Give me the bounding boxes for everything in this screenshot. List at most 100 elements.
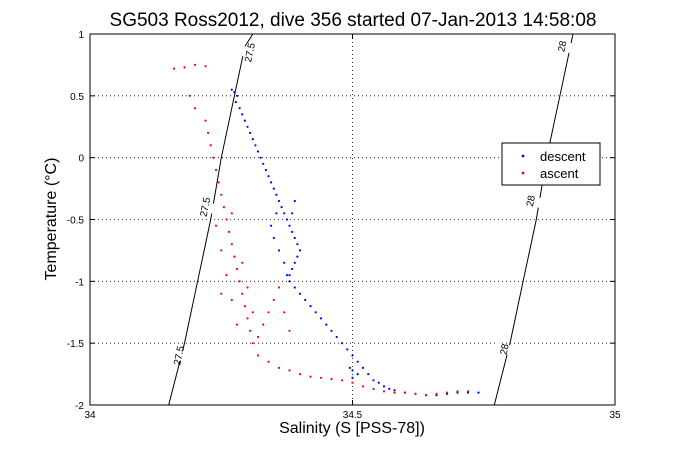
- descent-point: [275, 193, 278, 196]
- descent-point: [477, 391, 480, 394]
- ascent-point: [238, 280, 241, 283]
- descent-point: [267, 175, 270, 178]
- descent-point: [270, 181, 273, 184]
- ascent-point: [235, 323, 239, 326]
- ascent-point: [225, 218, 228, 221]
- ascent-point: [193, 63, 197, 66]
- ascent-point: [372, 387, 375, 390]
- isopycnal-label: 27.5: [199, 196, 214, 218]
- isopycnal-label: 28: [556, 39, 569, 53]
- ascent-point: [414, 392, 417, 395]
- ascent-point: [361, 385, 365, 388]
- ascent-point: [183, 66, 186, 69]
- ascent-point: [456, 390, 459, 393]
- descent-point: [361, 366, 365, 369]
- descent-point: [277, 199, 281, 203]
- descent-point: [293, 261, 296, 264]
- x-tick-label: 35: [609, 410, 621, 421]
- descent-point: [388, 387, 391, 390]
- descent-point: [235, 94, 239, 97]
- descent-point: [304, 298, 307, 301]
- ascent-point: [188, 94, 191, 97]
- y-tick-label: -2: [75, 401, 84, 412]
- y-tick-label: 0.5: [70, 92, 84, 103]
- isopycnal-label-bg: [193, 199, 218, 215]
- y-tick-label: -1.5: [67, 339, 85, 350]
- descent-point: [270, 224, 273, 227]
- descent-point: [251, 138, 254, 141]
- ascent-point: [222, 206, 225, 209]
- ascent-point: [288, 369, 291, 372]
- ascent-point: [241, 261, 244, 264]
- ascent-point: [230, 298, 233, 301]
- descent-point: [330, 329, 333, 332]
- ascent-point: [382, 390, 386, 393]
- descent-point: [288, 274, 291, 277]
- ascent-point: [267, 311, 270, 314]
- descent-point: [351, 369, 354, 372]
- legend-label-ascent: ascent: [540, 166, 579, 181]
- ascent-point: [243, 305, 246, 308]
- ascent-point: [204, 65, 207, 68]
- descent-point: [351, 376, 354, 379]
- descent-point: [348, 366, 351, 369]
- descent-point: [335, 335, 338, 339]
- descent-point: [293, 199, 296, 203]
- isopycnal-line: [493, 33, 574, 406]
- descent-point: [296, 243, 299, 246]
- y-tick-label: 0: [78, 154, 84, 165]
- ascent-point: [241, 292, 244, 295]
- ascent-point: [256, 335, 260, 339]
- descent-point: [293, 286, 296, 289]
- descent-point: [296, 255, 299, 258]
- ascent-point: [288, 329, 291, 332]
- descent-point: [259, 156, 262, 159]
- ascent-point: [330, 377, 333, 381]
- ascent-point: [230, 243, 233, 246]
- descent-point: [283, 261, 286, 264]
- descent-point: [241, 113, 244, 116]
- descent-point: [288, 224, 291, 227]
- ascent-point: [220, 292, 223, 295]
- ascent-point: [309, 375, 312, 378]
- y-tick-label: -1: [75, 277, 84, 288]
- descent-point: [377, 381, 380, 384]
- ascent-point: [351, 381, 354, 384]
- y-tick-label: 1: [78, 30, 84, 41]
- ascent-point: [220, 193, 223, 196]
- ascent-point: [256, 354, 260, 357]
- descent-point: [285, 274, 288, 277]
- ascent-point: [225, 274, 228, 277]
- descent-point: [275, 212, 278, 215]
- x-axis-label: Salinity (S [PSS-78]): [279, 420, 425, 437]
- descent-point: [256, 150, 260, 153]
- ascent-point: [220, 249, 223, 252]
- descent-point: [367, 373, 370, 376]
- ascent-point: [277, 366, 281, 369]
- descent-point: [234, 100, 237, 104]
- descent-point: [291, 267, 294, 271]
- ascent-point: [246, 286, 249, 289]
- isopycnal-label: 27.5: [172, 345, 187, 367]
- y-tick-label: -0.5: [67, 216, 85, 227]
- ascent-point: [172, 67, 176, 70]
- descent-point: [280, 206, 283, 209]
- descent-point: [254, 144, 257, 147]
- ascent-point: [403, 391, 407, 394]
- descent-point: [249, 131, 252, 134]
- ascent-point: [193, 107, 197, 110]
- ascent-point: [251, 342, 254, 345]
- descent-point: [309, 305, 312, 308]
- ascent-point: [435, 392, 438, 395]
- descent-point: [285, 218, 288, 221]
- y-axis-ticks: -2 -1.5 -1 -0.5 0 0.5 1: [67, 30, 615, 412]
- ascent-point: [445, 391, 449, 394]
- isopycnal-label: 28: [525, 194, 538, 208]
- ascent-point: [466, 390, 470, 393]
- ascent-point: [251, 311, 254, 314]
- descent-point: [277, 249, 281, 252]
- ascent-point: [267, 360, 270, 363]
- ascent-point: [277, 286, 281, 289]
- ascent-point: [217, 181, 220, 184]
